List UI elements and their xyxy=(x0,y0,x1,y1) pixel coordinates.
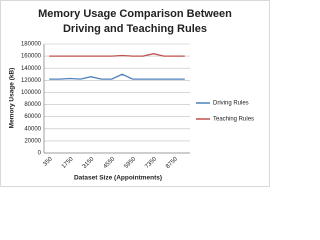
y-tick-label: 140000 xyxy=(21,66,42,72)
y-tick-label: 120000 xyxy=(21,78,42,84)
legend-label: Driving Rules xyxy=(213,101,249,107)
series-line xyxy=(49,73,185,80)
chart: Memory Usage Comparison Between Driving … xyxy=(0,0,270,187)
y-tick-label: 0 xyxy=(38,151,42,157)
legend-label: Teaching Rules xyxy=(213,117,254,123)
chart-title: Driving and Teaching Rules xyxy=(63,23,207,35)
y-tick-label: 100000 xyxy=(21,90,42,96)
y-tick-label: 160000 xyxy=(21,54,42,60)
page: Memory Usage Comparison Between Driving … xyxy=(0,0,270,187)
y-axis-title: Memory Usage (kB) xyxy=(9,68,16,129)
chart-frame xyxy=(0,0,270,187)
series-line xyxy=(49,53,185,57)
y-tick-label: 60000 xyxy=(24,114,41,120)
x-axis-title: Dataset Size (Appointments) xyxy=(74,175,162,182)
y-tick-label: 80000 xyxy=(24,102,41,108)
x-tick-label: 350 xyxy=(42,156,54,168)
y-tick-label: 40000 xyxy=(24,126,41,132)
y-tick-label: 20000 xyxy=(24,138,41,144)
chart-title: Memory Usage Comparison Between xyxy=(38,8,232,20)
y-tick-label: 180000 xyxy=(21,42,42,48)
